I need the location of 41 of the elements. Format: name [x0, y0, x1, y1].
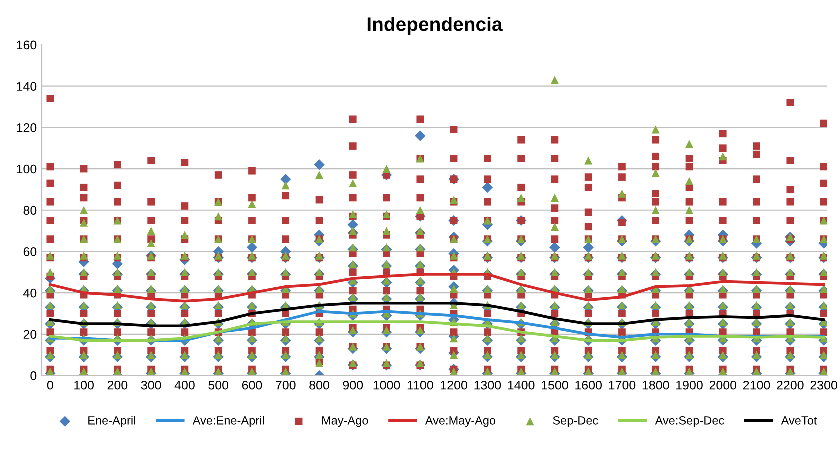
chart-title: Independencia [368, 17, 503, 36]
y-tick-label: 60 [24, 248, 37, 256]
x-tick-label: 1300 [474, 380, 502, 390]
x-tick-label: 600 [242, 380, 262, 390]
y-tick-label: 40 [24, 288, 37, 298]
legend-label: May-Ago [322, 416, 368, 428]
x-tick-label: 1100 [408, 380, 434, 390]
y-tick-label: 140 [17, 82, 37, 91]
x-tick-label: 2100 [743, 380, 770, 390]
x-tick-label: 0 [47, 380, 54, 390]
x-tick-label: 1900 [676, 380, 703, 390]
y-tick-label: 160 [17, 40, 37, 50]
x-tick-label: 900 [343, 380, 364, 390]
legend-label: Ave:Ene-April [192, 416, 264, 428]
x-tick-label: 1400 [508, 380, 535, 390]
x-tick-label: 1000 [374, 380, 400, 390]
y-tick-label: 20 [24, 330, 37, 340]
x-tick-label: 800 [310, 380, 330, 390]
x-tick-label: 400 [174, 380, 195, 390]
x-tick-label: 1700 [609, 380, 636, 390]
x-tick-label: 100 [74, 380, 94, 390]
x-tick-label: 1200 [441, 380, 468, 390]
x-tick-label: 2000 [710, 380, 737, 390]
x-tick-label: 500 [208, 380, 229, 390]
y-tick-label: 0 [30, 372, 37, 380]
legend-label: Ave:Sep-Dec [655, 416, 724, 428]
x-tick-label: 300 [141, 380, 162, 390]
x-tick-label: 1800 [642, 380, 670, 390]
x-tick-label: 1600 [576, 380, 602, 390]
x-tick-label: 200 [108, 380, 128, 390]
legend-label: Sep-Dec [553, 416, 598, 428]
x-tick-label: 2200 [777, 380, 804, 390]
x-tick-label: 2300 [810, 380, 838, 390]
y-tick-label: 120 [17, 123, 37, 132]
legend-label: Ene-April [88, 416, 136, 428]
legend-label: Ave:May-Ago [425, 416, 496, 428]
x-tick-label: 1500 [542, 380, 568, 390]
y-tick-label: 80 [24, 206, 37, 216]
x-tick-label: 700 [276, 380, 296, 390]
legend-label: AveTot [781, 416, 818, 425]
y-tick-label: 100 [17, 164, 37, 174]
